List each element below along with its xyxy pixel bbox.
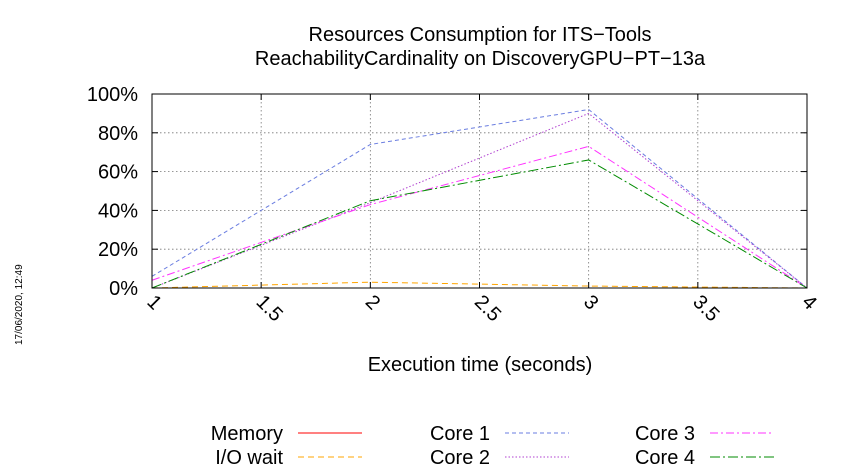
grid-lines — [152, 94, 807, 288]
y-tick-label: 80% — [98, 123, 138, 145]
legend-label: Core 4 — [635, 447, 695, 469]
x-axis-label: Execution time (seconds) — [368, 354, 593, 376]
y-tick-label: 100% — [87, 84, 138, 106]
y-tick-label: 0% — [109, 278, 138, 300]
y-tick-label: 20% — [98, 239, 138, 261]
y-tick-label: 40% — [98, 200, 138, 222]
chart-title-line-2: ReachabilityCardinality on DiscoveryGPU−… — [255, 48, 706, 70]
x-tick-label: 2.5 — [470, 291, 505, 326]
y-tick-label: 60% — [98, 162, 138, 184]
x-tick-label: 3.5 — [688, 291, 723, 326]
series-line-core-3 — [151, 145, 808, 289]
x-tick-label: 3 — [579, 291, 602, 314]
legend-label: Core 3 — [635, 423, 695, 445]
x-tick-label: 4 — [797, 291, 820, 314]
series-line-core-1 — [151, 108, 808, 289]
series-line-core-2 — [151, 112, 808, 289]
legend-label: I/O wait — [215, 447, 283, 469]
legend-label: Core 1 — [430, 423, 490, 445]
x-tick-label: 1 — [142, 291, 165, 314]
x-tick-label: 2 — [361, 291, 384, 314]
y-axis-ticks: 0% 20% 40% 60% 80% 100% — [87, 84, 807, 300]
x-tick-label: 1.5 — [252, 291, 287, 326]
timestamp-label: 17/06/2020, 12:49 — [14, 264, 25, 345]
legend-label: Memory — [211, 423, 283, 445]
chart-title-line-1: Resources Consumption for ITS−Tools — [309, 24, 652, 46]
series-line-core-4 — [151, 159, 808, 289]
legend-label: Core 2 — [430, 447, 490, 469]
